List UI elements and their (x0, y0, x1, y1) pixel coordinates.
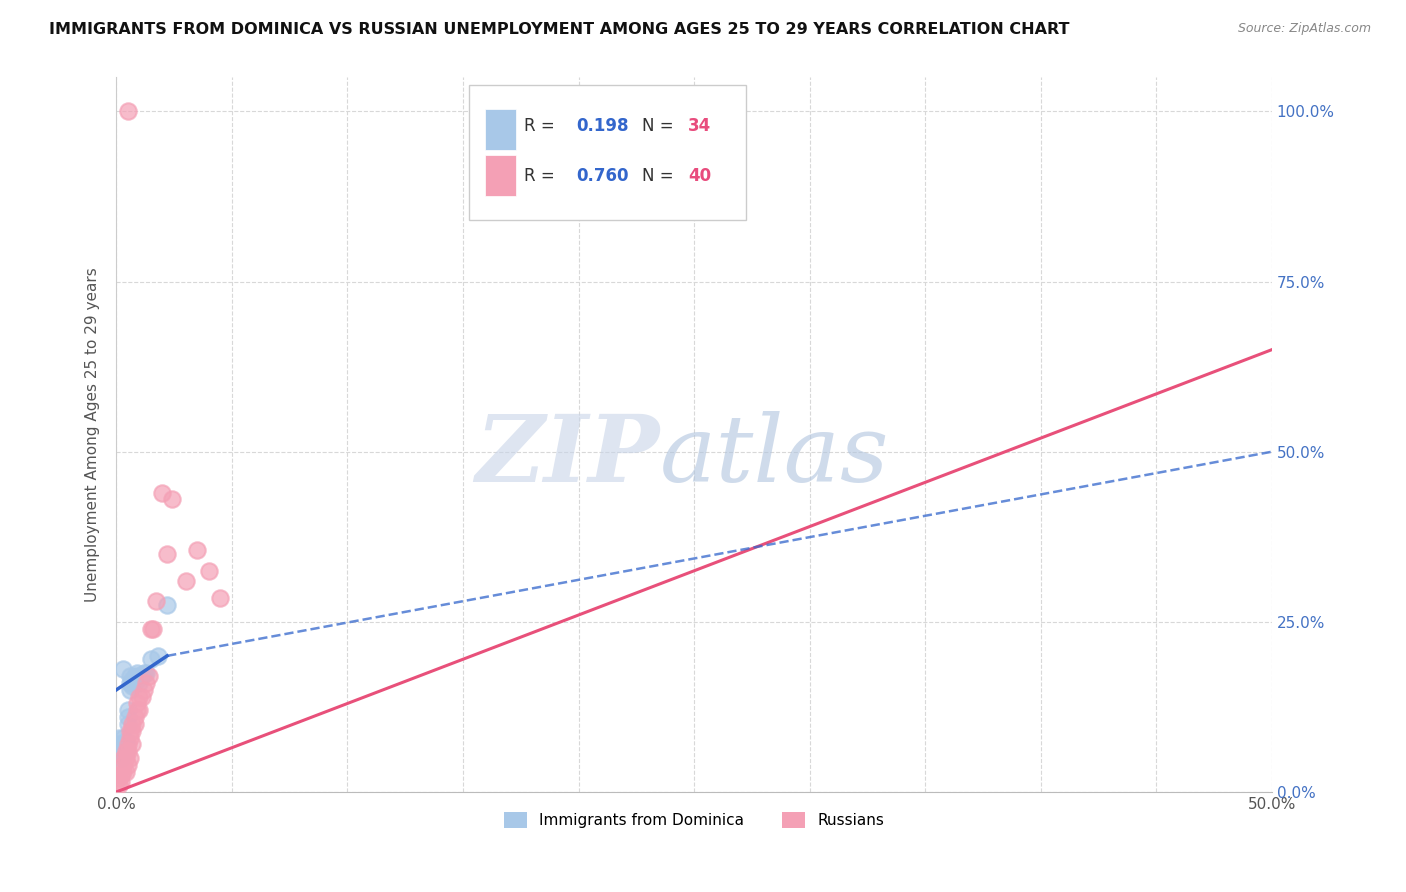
Text: R =: R = (524, 167, 560, 185)
Point (110, 747, 132, 762)
Point (209, 591, 232, 605)
Point (110, 740, 132, 755)
Point (121, 673, 143, 687)
Point (114, 744, 136, 758)
Point (132, 682, 155, 697)
Point (110, 768, 132, 782)
FancyBboxPatch shape (485, 155, 516, 196)
Point (121, 737, 143, 751)
Text: 0.198: 0.198 (576, 117, 628, 135)
Text: ZIP: ZIP (475, 411, 659, 501)
Point (128, 669, 150, 683)
Point (117, 717, 139, 731)
Point (107, 772, 129, 786)
Point (107, 731, 129, 745)
Point (114, 744, 136, 758)
Text: 34: 34 (689, 117, 711, 135)
Point (128, 703, 150, 717)
Point (145, 594, 167, 608)
Legend: Immigrants from Dominica, Russians: Immigrants from Dominica, Russians (498, 806, 890, 834)
Text: atlas: atlas (659, 411, 889, 501)
Point (174, 574, 197, 588)
Point (125, 703, 148, 717)
Text: 0.760: 0.760 (576, 167, 628, 185)
Point (131, 690, 153, 704)
Point (117, 737, 139, 751)
Point (138, 669, 160, 683)
Point (107, 744, 129, 758)
Point (186, 543, 208, 558)
Point (112, 764, 135, 779)
Point (124, 717, 146, 731)
Point (114, 740, 136, 755)
Point (107, 737, 129, 751)
Point (152, 485, 174, 500)
Point (128, 676, 150, 690)
Text: N =: N = (643, 117, 679, 135)
Point (197, 564, 219, 578)
Point (112, 744, 135, 758)
Point (142, 622, 165, 636)
Point (156, 547, 179, 561)
Point (125, 665, 148, 680)
Point (117, 710, 139, 724)
Point (124, 669, 146, 683)
Point (120, 676, 142, 690)
Point (146, 648, 169, 663)
Point (135, 676, 157, 690)
Point (110, 744, 132, 758)
Text: IMMIGRANTS FROM DOMINICA VS RUSSIAN UNEMPLOYMENT AMONG AGES 25 TO 29 YEARS CORRE: IMMIGRANTS FROM DOMINICA VS RUSSIAN UNEM… (49, 22, 1070, 37)
Point (125, 697, 148, 711)
Point (112, 757, 135, 772)
FancyBboxPatch shape (468, 85, 747, 220)
Point (121, 723, 143, 738)
Text: 40: 40 (689, 167, 711, 185)
Point (156, 598, 179, 612)
Text: Source: ZipAtlas.com: Source: ZipAtlas.com (1237, 22, 1371, 36)
Point (110, 774, 132, 789)
Point (120, 731, 142, 745)
Point (160, 492, 183, 507)
Point (120, 751, 142, 765)
Point (107, 778, 129, 792)
Point (120, 669, 142, 683)
Point (117, 757, 139, 772)
Point (139, 652, 162, 666)
Point (112, 751, 135, 765)
Point (117, 744, 139, 758)
Point (114, 734, 136, 748)
Point (114, 751, 136, 765)
Point (114, 737, 136, 751)
Point (128, 690, 150, 704)
Point (120, 682, 142, 697)
Point (139, 622, 162, 636)
Point (124, 710, 146, 724)
Text: R =: R = (524, 117, 560, 135)
Point (110, 751, 132, 765)
Point (121, 680, 143, 694)
Point (112, 737, 135, 751)
Point (112, 663, 135, 677)
Y-axis label: Unemployment Among Ages 25 to 29 years: Unemployment Among Ages 25 to 29 years (86, 268, 100, 602)
Point (121, 717, 143, 731)
Point (132, 665, 155, 680)
Point (131, 669, 153, 683)
Point (135, 665, 157, 680)
Point (112, 731, 135, 745)
Point (114, 764, 136, 779)
Point (117, 104, 139, 119)
FancyBboxPatch shape (485, 109, 516, 150)
Point (117, 703, 139, 717)
Point (120, 723, 142, 738)
Point (124, 676, 146, 690)
Text: N =: N = (643, 167, 679, 185)
